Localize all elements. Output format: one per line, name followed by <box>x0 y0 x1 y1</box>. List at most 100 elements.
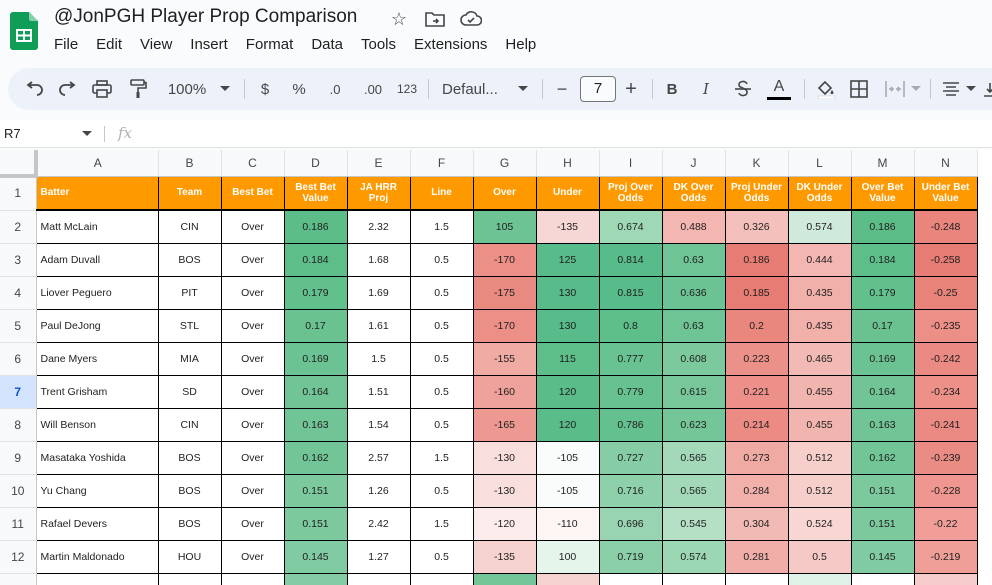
header-cell[interactable]: Best Bet <box>221 176 285 211</box>
data-cell[interactable]: Martin Maldonado <box>36 540 159 574</box>
menu-edit[interactable]: Edit <box>96 36 123 53</box>
data-cell[interactable]: 0.304 <box>725 507 789 541</box>
data-cell[interactable]: Over <box>221 540 285 574</box>
data-cell[interactable]: 0.151 <box>284 507 348 541</box>
percent-format-button[interactable]: % <box>292 80 306 98</box>
data-cell[interactable]: -105 <box>536 441 600 475</box>
data-cell[interactable] <box>347 573 411 585</box>
data-cell[interactable] <box>473 573 537 585</box>
data-cell[interactable] <box>599 573 663 585</box>
data-cell[interactable]: -120 <box>473 507 537 541</box>
data-cell[interactable]: -0.219 <box>914 540 978 574</box>
data-cell[interactable]: Adam Duvall <box>36 243 159 277</box>
row-number[interactable]: 4 <box>0 276 37 310</box>
column-header-d[interactable]: D <box>284 150 348 177</box>
data-cell[interactable] <box>36 573 159 585</box>
data-cell[interactable]: 0.565 <box>662 441 726 475</box>
cloud-status-icon[interactable] <box>460 8 482 30</box>
fill-color-icon[interactable] <box>814 68 838 110</box>
data-cell[interactable]: -0.258 <box>914 243 978 277</box>
data-cell[interactable]: 0.5 <box>410 540 474 574</box>
data-cell[interactable]: 0.455 <box>788 408 852 442</box>
data-cell[interactable]: 0.524 <box>788 507 852 541</box>
column-header-a[interactable]: A <box>36 150 159 177</box>
data-cell[interactable]: CIN <box>158 408 222 442</box>
data-cell[interactable]: 105 <box>473 210 537 244</box>
data-cell[interactable]: 0.5 <box>410 309 474 343</box>
data-cell[interactable]: 0.145 <box>851 540 915 574</box>
data-cell[interactable]: Over <box>221 243 285 277</box>
strikethrough-icon[interactable] <box>732 68 754 110</box>
data-cell[interactable]: -0.25 <box>914 276 978 310</box>
data-cell[interactable]: 0.696 <box>599 507 663 541</box>
data-cell[interactable]: 0.184 <box>851 243 915 277</box>
column-header-l[interactable]: L <box>788 150 852 177</box>
data-cell[interactable]: Dane Myers <box>36 342 159 376</box>
data-cell[interactable]: 1.5 <box>410 507 474 541</box>
zoom-select[interactable]: 100% <box>167 80 207 98</box>
column-header-h[interactable]: H <box>536 150 600 177</box>
bold-button[interactable]: B <box>666 80 678 98</box>
data-cell[interactable] <box>221 573 285 585</box>
data-cell[interactable]: Over <box>221 441 285 475</box>
data-cell[interactable]: 130 <box>536 276 600 310</box>
data-cell[interactable]: 0.145 <box>284 540 348 574</box>
data-cell[interactable]: -165 <box>473 408 537 442</box>
decrease-font-size-button[interactable]: − <box>556 78 568 99</box>
paint-format-icon[interactable] <box>126 68 150 110</box>
chevron-down-icon[interactable] <box>218 68 232 110</box>
data-cell[interactable]: -0.235 <box>914 309 978 343</box>
data-cell[interactable]: Masataka Yoshida <box>36 441 159 475</box>
data-cell[interactable]: 0.151 <box>284 474 348 508</box>
data-cell[interactable]: -135 <box>536 210 600 244</box>
header-cell[interactable]: Team <box>158 176 222 211</box>
data-cell[interactable] <box>536 573 600 585</box>
menu-extensions[interactable]: Extensions <box>414 36 488 53</box>
data-cell[interactable]: 0.179 <box>284 276 348 310</box>
data-cell[interactable]: -0.239 <box>914 441 978 475</box>
increase-font-size-button[interactable]: + <box>625 77 637 100</box>
borders-icon[interactable] <box>848 68 870 110</box>
data-cell[interactable]: 0.164 <box>284 375 348 409</box>
header-cell[interactable]: Over Bet Value <box>851 176 915 211</box>
font-size-input[interactable]: 7 <box>580 76 616 102</box>
menu-format[interactable]: Format <box>245 36 294 53</box>
data-cell[interactable]: 0.186 <box>725 243 789 277</box>
italic-button[interactable]: I <box>703 80 709 98</box>
data-cell[interactable]: 1.61 <box>347 309 411 343</box>
vertical-align-icon[interactable] <box>980 68 992 110</box>
name-box[interactable]: R7 <box>4 126 21 141</box>
data-cell[interactable] <box>914 573 978 585</box>
column-header-k[interactable]: K <box>725 150 789 177</box>
data-cell[interactable]: 130 <box>536 309 600 343</box>
data-cell[interactable]: -0.242 <box>914 342 978 376</box>
row-number[interactable]: 2 <box>0 210 37 244</box>
star-icon[interactable]: ☆ <box>390 8 408 29</box>
sheets-logo-icon[interactable] <box>10 12 38 50</box>
data-cell[interactable]: 115 <box>536 342 600 376</box>
data-cell[interactable]: BOS <box>158 474 222 508</box>
header-cell[interactable]: Over <box>473 176 537 211</box>
data-cell[interactable]: 0.162 <box>851 441 915 475</box>
data-cell[interactable]: 0.636 <box>662 276 726 310</box>
data-cell[interactable]: 0.727 <box>599 441 663 475</box>
data-cell[interactable]: 0.169 <box>284 342 348 376</box>
data-cell[interactable]: 0.281 <box>725 540 789 574</box>
increase-decimal-button[interactable]: .00 <box>363 81 383 97</box>
data-cell[interactable]: 0.488 <box>662 210 726 244</box>
data-cell[interactable]: BOS <box>158 507 222 541</box>
column-header-e[interactable]: E <box>347 150 411 177</box>
print-icon[interactable] <box>90 68 114 110</box>
data-cell[interactable]: 1.26 <box>347 474 411 508</box>
data-cell[interactable]: 0.815 <box>599 276 663 310</box>
data-cell[interactable] <box>662 573 726 585</box>
data-cell[interactable]: -160 <box>473 375 537 409</box>
data-cell[interactable]: 0.565 <box>662 474 726 508</box>
data-cell[interactable]: 1.27 <box>347 540 411 574</box>
data-cell[interactable]: -0.234 <box>914 375 978 409</box>
data-cell[interactable]: -105 <box>536 474 600 508</box>
data-cell[interactable]: 0.186 <box>284 210 348 244</box>
data-cell[interactable]: 0.273 <box>725 441 789 475</box>
data-cell[interactable]: 1.51 <box>347 375 411 409</box>
